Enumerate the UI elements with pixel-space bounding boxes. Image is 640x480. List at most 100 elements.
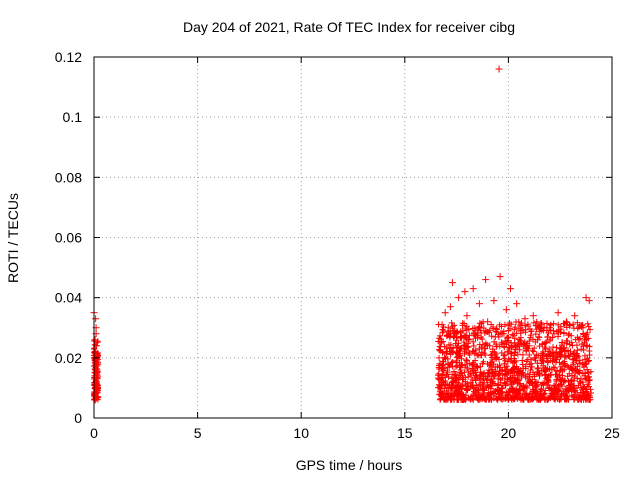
data-point <box>443 369 451 377</box>
data-point <box>519 351 527 359</box>
data-point <box>490 297 498 305</box>
data-point <box>527 363 535 371</box>
data-point <box>475 300 483 308</box>
data-point <box>495 65 503 73</box>
data-point <box>91 396 99 404</box>
data-point <box>582 294 590 302</box>
data-point <box>92 315 100 323</box>
data-point <box>571 312 579 320</box>
data-point <box>556 375 564 383</box>
data-point <box>465 336 473 344</box>
data-point <box>506 285 514 293</box>
x-tick-label: 5 <box>194 425 202 441</box>
data-point <box>91 360 99 368</box>
y-axis-label: ROTI / TECUs <box>5 193 21 283</box>
data-point <box>436 360 444 368</box>
data-point <box>471 327 479 335</box>
data-point <box>486 342 494 350</box>
data-points <box>90 65 595 404</box>
data-point <box>583 342 591 350</box>
data-point <box>484 318 492 326</box>
data-point <box>562 318 570 326</box>
data-point <box>473 363 481 371</box>
data-point <box>461 288 469 296</box>
data-point <box>567 348 575 356</box>
data-point <box>457 345 465 353</box>
x-axis-label: GPS time / hours <box>296 457 403 473</box>
data-point <box>488 369 496 377</box>
data-point <box>533 336 541 344</box>
y-tick-label: 0 <box>74 410 82 426</box>
data-point <box>573 357 581 365</box>
data-point <box>540 357 548 365</box>
data-point <box>477 351 485 359</box>
x-tick-label: 10 <box>293 425 309 441</box>
data-point <box>459 381 467 389</box>
data-point <box>91 336 99 344</box>
data-point <box>504 348 512 356</box>
data-point <box>515 375 523 383</box>
data-point <box>467 372 475 380</box>
data-point <box>453 357 461 365</box>
data-point <box>446 303 454 311</box>
y-tick-label: 0.06 <box>55 230 82 246</box>
data-point <box>531 354 539 362</box>
y-tick-label: 0.02 <box>55 350 82 366</box>
data-point <box>500 360 508 368</box>
data-point <box>480 384 488 392</box>
data-point <box>494 375 502 383</box>
y-tick-label: 0.12 <box>55 49 82 65</box>
axis-ticks: 0 5 10 15 20 25 0 0.02 0.04 0.06 0.08 0.1 0.12 <box>55 49 620 441</box>
data-point <box>498 330 506 338</box>
data-point <box>577 375 585 383</box>
data-point <box>482 276 490 284</box>
x-tick-label: 15 <box>397 425 413 441</box>
y-tick-label: 0.08 <box>55 169 82 185</box>
data-point <box>558 339 566 347</box>
data-point <box>535 372 543 380</box>
data-point <box>511 339 519 347</box>
data-point <box>521 315 529 323</box>
data-point <box>584 369 592 377</box>
data-point <box>538 321 546 329</box>
data-point <box>469 285 477 293</box>
y-tick-label: 0.1 <box>63 109 83 125</box>
data-point <box>544 381 552 389</box>
data-point <box>548 366 556 374</box>
data-point <box>550 330 558 338</box>
data-point <box>529 312 537 320</box>
data-point <box>492 354 500 362</box>
data-point <box>554 309 562 317</box>
data-point <box>441 309 449 317</box>
data-point <box>92 348 100 356</box>
data-point <box>444 324 452 332</box>
dense-point-cloud <box>91 318 595 403</box>
data-point <box>585 297 593 305</box>
data-point <box>451 330 459 338</box>
data-point <box>448 279 456 287</box>
data-point <box>513 300 521 308</box>
data-point <box>455 294 463 302</box>
data-point <box>439 378 447 386</box>
x-tick-label: 0 <box>90 425 98 441</box>
data-point <box>496 273 504 281</box>
data-point <box>438 321 446 329</box>
data-point <box>502 306 510 314</box>
data-point <box>517 327 525 335</box>
data-point <box>552 351 560 359</box>
data-point <box>579 324 587 332</box>
data-point <box>564 378 572 386</box>
chart-title: Day 204 of 2021, Rate Of TEC Index for r… <box>183 19 515 35</box>
data-point <box>542 345 550 353</box>
x-tick-label: 25 <box>604 425 620 441</box>
data-point <box>546 324 554 332</box>
data-point <box>93 387 101 395</box>
data-point <box>560 360 568 368</box>
data-point <box>523 384 531 392</box>
data-point <box>509 366 517 374</box>
data-point <box>581 360 589 368</box>
y-tick-label: 0.04 <box>55 290 82 306</box>
data-point <box>463 312 471 320</box>
data-point <box>525 342 533 350</box>
